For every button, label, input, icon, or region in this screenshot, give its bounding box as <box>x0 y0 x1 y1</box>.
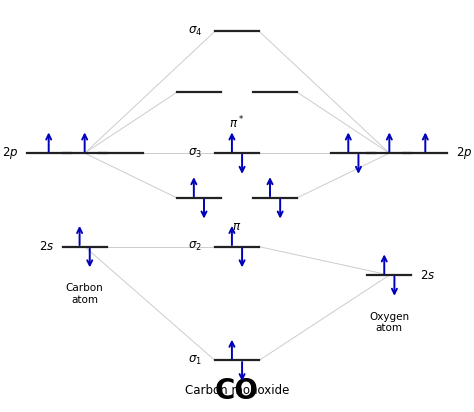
Text: $\pi$: $\pi$ <box>232 220 242 233</box>
Text: $2p$: $2p$ <box>456 145 472 161</box>
Text: $2p$: $2p$ <box>2 145 18 161</box>
Text: $\sigma_2$: $\sigma_2$ <box>189 240 202 253</box>
Text: $\pi^*$: $\pi^*$ <box>229 115 245 131</box>
Text: $\sigma_4$: $\sigma_4$ <box>188 25 202 38</box>
Text: Carbon monoxide: Carbon monoxide <box>185 384 289 398</box>
Text: $\sigma_3$: $\sigma_3$ <box>188 147 202 160</box>
Text: $2s$: $2s$ <box>39 240 54 253</box>
Text: CO: CO <box>215 377 259 405</box>
Text: $\sigma_1$: $\sigma_1$ <box>188 354 202 367</box>
Text: Oxygen
atom: Oxygen atom <box>369 311 410 333</box>
Text: Carbon
atom: Carbon atom <box>66 283 103 305</box>
Text: $2s$: $2s$ <box>420 269 435 281</box>
